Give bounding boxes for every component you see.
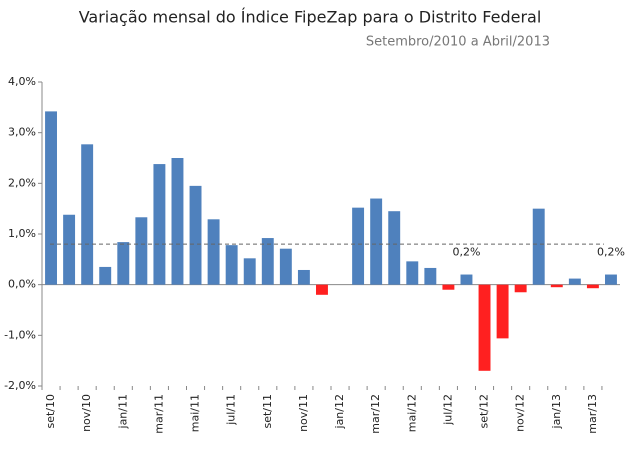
bar [261,238,274,285]
bar [496,284,509,339]
value-label: 0,2% [597,246,625,259]
x-tick-label: set/11 [261,394,274,429]
x-tick-label: set/12 [478,394,491,429]
bar [171,158,184,285]
x-tick-label: jul/12 [441,394,454,426]
bar [568,278,581,285]
x-tick-label: nov/10 [80,394,93,432]
bar [352,207,365,285]
x-tick-label: mar/12 [369,394,382,434]
bar [424,267,437,285]
x-tick-label: jan/13 [550,394,563,429]
y-tick-label: -1,0% [4,328,36,341]
y-tick-label: 1,0% [8,227,36,240]
bar [153,164,166,285]
bar [514,284,527,293]
bar [189,185,202,285]
y-tick-label: 3,0% [8,126,36,139]
bar [532,208,545,285]
y-tick-label: 2,0% [8,176,36,189]
bar [370,198,383,285]
bar [605,274,617,285]
chart-title: Variação mensal do Índice FipeZap para o… [79,8,542,27]
x-tick-label: jan/11 [116,394,129,429]
x-tick-label: nov/12 [514,394,527,432]
x-tick-label: mar/11 [152,394,165,434]
bar [406,261,419,285]
x-tick-label: set/10 [44,394,57,429]
bar [586,284,599,289]
bar [63,214,76,285]
bar [117,242,130,285]
bar [207,219,220,285]
bar [388,211,401,285]
x-tick-label: mai/12 [405,394,418,432]
bar [45,111,57,285]
value-label: 0,2% [452,246,480,259]
bar [81,144,94,285]
x-tick-label: jul/11 [225,394,238,426]
bar [478,284,491,371]
bar [316,284,328,295]
y-tick-label: -2,0% [4,379,36,392]
y-tick-label: 0,0% [8,278,36,291]
x-tick-label: mai/11 [189,394,202,432]
bar [243,258,256,285]
x-tick-label: mar/13 [586,394,599,434]
bar [442,284,455,290]
chart-subtitle: Setembro/2010 a Abril/2013 [366,35,550,50]
bar [135,217,148,285]
bar [550,284,563,288]
bar [279,248,292,285]
bar [99,266,112,285]
x-tick-label: nov/11 [297,394,310,432]
y-tick-label: 4,0% [8,75,36,88]
x-tick-label: jan/12 [333,394,346,429]
bar [460,274,473,285]
bar [297,269,310,285]
bar [225,245,238,285]
